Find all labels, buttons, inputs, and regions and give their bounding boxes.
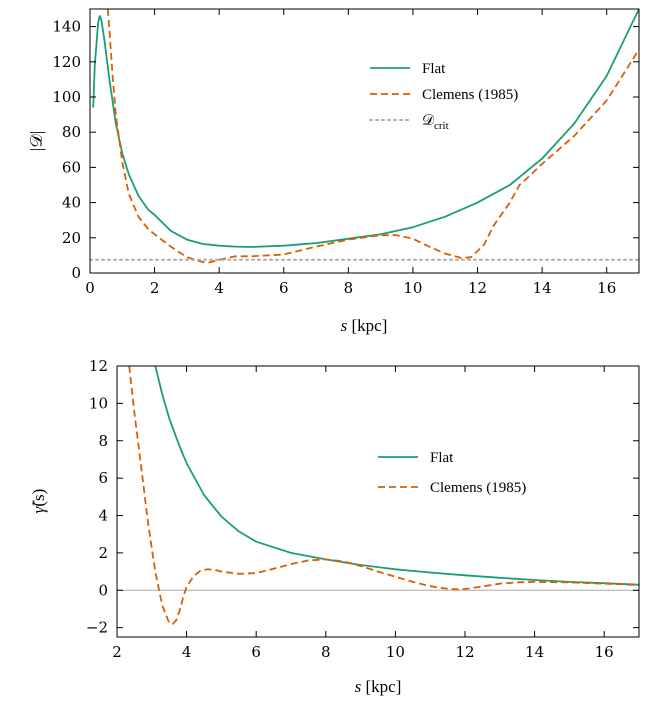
bottom-chart-ytick-label: 4 xyxy=(98,507,108,525)
bottom-chart-xlabel: s [kpc] xyxy=(355,677,402,696)
bottom-chart-ticks: 2 4 6 8 10 12 14 16 −2 0 2 4 6 8 10 12 xyxy=(86,357,639,661)
top-chart-series-flat xyxy=(92,9,639,248)
bottom-chart-ytick-label: 6 xyxy=(98,469,108,487)
top-chart-xlabel-var: s xyxy=(341,316,348,335)
bottom-chart-xtick-label: 12 xyxy=(455,643,474,661)
top-chart-frame xyxy=(89,8,640,274)
bottom-chart-xtick-label: 6 xyxy=(251,643,261,661)
bottom-chart-ylabel-arg: (s) xyxy=(29,489,48,507)
bottom-chart-xlabel-unit: [kpc] xyxy=(361,677,401,696)
bottom-chart-frame xyxy=(116,365,640,638)
top-chart-ytick-label: 120 xyxy=(52,53,81,71)
top-chart-xtick-label: 12 xyxy=(468,279,487,297)
top-chart-series-clemens xyxy=(106,9,639,264)
bottom-chart-xtick-label: 16 xyxy=(595,643,614,661)
top-chart-legend: Flat Clemens (1985) 𝒟crit xyxy=(369,61,518,132)
top-chart-legend-label: Clemens (1985) xyxy=(422,87,518,103)
bottom-chart-ytick-label: 10 xyxy=(89,394,108,412)
top-chart-ytick-label: 140 xyxy=(52,18,81,36)
bottom-chart-xtick-label: 14 xyxy=(525,643,544,661)
bottom-chart-legend-label: Flat xyxy=(430,450,454,466)
top-chart-ytick-label: 40 xyxy=(62,194,81,212)
bottom-chart-ytick-label: 12 xyxy=(89,357,108,375)
top-chart-legend-label: Flat xyxy=(422,61,446,77)
bottom-chart-ytick-label: 0 xyxy=(98,581,108,599)
top-chart-xlabel: s [kpc] xyxy=(341,316,388,335)
top-chart-xtick-label: 0 xyxy=(85,279,95,297)
bottom-chart-ylabel: γ̃(s) xyxy=(29,489,48,514)
top-chart-ylabel-text: |𝒟| xyxy=(27,131,46,151)
top-chart-xtick-label: 6 xyxy=(279,279,289,297)
top-chart-xtick-label: 10 xyxy=(403,279,422,297)
bottom-chart-xlabel-var: s xyxy=(355,677,362,696)
top-chart-ytick-label: 0 xyxy=(71,264,81,282)
bottom-chart-xtick-label: 4 xyxy=(182,643,192,661)
top-chart-xtick-label: 2 xyxy=(150,279,160,297)
bottom-chart-series xyxy=(128,366,639,625)
top-chart-ytick-label: 80 xyxy=(62,123,81,141)
bottom-chart-xtick-label: 8 xyxy=(321,643,331,661)
top-chart-xtick-label: 16 xyxy=(597,279,616,297)
top-chart-ylabel: |𝒟| xyxy=(27,131,46,151)
bottom-chart-series-clemens xyxy=(128,366,639,625)
bottom-chart-legend: Flat Clemens (1985) xyxy=(378,450,526,496)
bottom-chart-xtick-label: 2 xyxy=(112,643,122,661)
top-chart-series xyxy=(90,9,639,264)
bottom-chart-ytick-label: 2 xyxy=(98,544,108,562)
top-chart-ytick-label: 20 xyxy=(62,229,81,247)
bottom-chart-series-flat xyxy=(154,366,639,586)
top-chart-legend-label: 𝒟crit xyxy=(422,113,449,132)
top-chart-xtick-label: 14 xyxy=(533,279,552,297)
bottom-chart-ytick-label: 8 xyxy=(98,432,108,450)
top-chart: 0 2 4 6 8 10 12 14 16 0 20 40 60 80 100 120 140 |𝒟| s [k… xyxy=(27,8,640,335)
bottom-chart: 2 4 6 8 10 12 14 16 −2 0 2 4 6 8 10 12 γ̃(s) s [kpc] Fl… xyxy=(29,357,640,696)
bottom-chart-ytick-label: −2 xyxy=(86,619,108,637)
top-chart-ticks: 0 2 4 6 8 10 12 14 16 0 20 40 60 80 100 120 140 xyxy=(52,9,639,297)
top-chart-xtick-label: 4 xyxy=(214,279,224,297)
top-chart-ytick-label: 100 xyxy=(52,88,81,106)
bottom-chart-legend-label: Clemens (1985) xyxy=(430,480,526,496)
top-chart-xtick-label: 8 xyxy=(344,279,354,297)
top-chart-ytick-label: 60 xyxy=(62,158,81,176)
bottom-chart-xtick-label: 10 xyxy=(386,643,405,661)
top-chart-xlabel-unit: [kpc] xyxy=(347,316,387,335)
